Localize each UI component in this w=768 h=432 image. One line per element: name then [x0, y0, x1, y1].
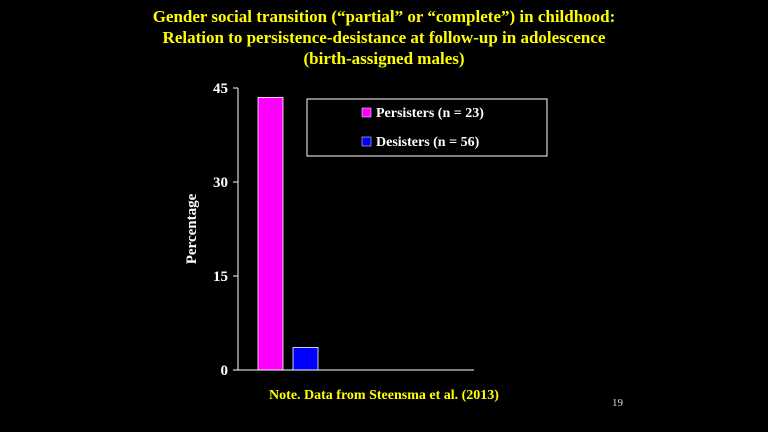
bar-persisters	[257, 97, 284, 371]
source-note: Note. Data from Steensma et al. (2013)	[269, 388, 499, 403]
legend-box	[306, 98, 548, 157]
legend-swatch-desisters	[361, 136, 372, 147]
slide-title: Gender social transition (“partial” or “…	[0, 6, 768, 69]
bars	[257, 97, 319, 371]
bar-desisters	[292, 347, 319, 371]
legend-label-desisters: Desisters (n = 56)	[376, 135, 480, 150]
legend-label-persisters: Persisters (n = 23)	[376, 106, 484, 121]
y-axis-ticks: 0 15 30 45	[213, 81, 238, 379]
slide-number: 19	[612, 397, 623, 409]
legend-swatch-persisters	[361, 107, 372, 118]
y-axis-label: Percentage	[184, 193, 200, 264]
y-tick-label: 15	[213, 269, 228, 285]
y-tick-label: 45	[213, 81, 228, 97]
y-tick-label: 0	[221, 363, 229, 379]
title-line-1: Gender social transition (“partial” or “…	[152, 7, 616, 26]
legend: Persisters (n = 23) Desisters (n = 56)	[306, 98, 548, 157]
title-line-3: (birth-assigned males)	[303, 49, 465, 68]
title-line-2: Relation to persistence-desistance at fo…	[162, 28, 606, 47]
y-tick-label: 30	[213, 175, 228, 191]
